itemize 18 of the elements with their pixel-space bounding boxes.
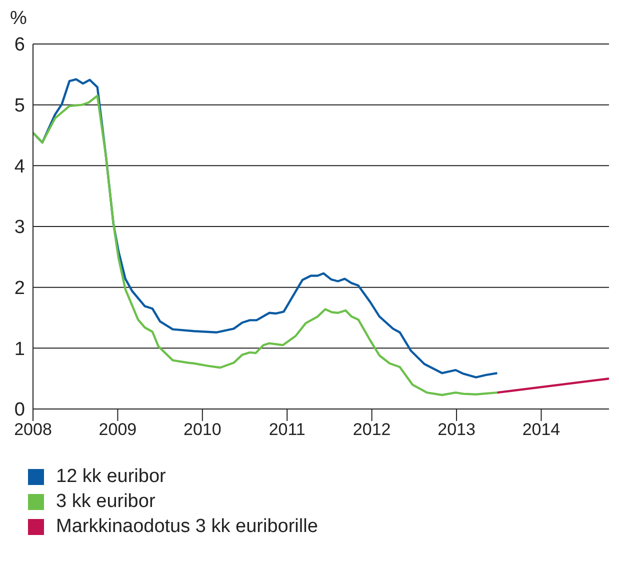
- y-axis-title: %: [10, 8, 28, 31]
- y-tick-label: 1: [14, 338, 25, 360]
- y-tick-label: 0: [14, 400, 25, 421]
- x-tick-label: 2010: [184, 420, 222, 440]
- x-tick-label: 2011: [268, 420, 306, 440]
- x-tick-label: 2008: [14, 420, 52, 440]
- legend-label: Markkinaodotus 3 kk euriborille: [56, 516, 318, 538]
- legend-label: 3 kk euribor: [56, 490, 156, 512]
- x-tick-label: 2013: [438, 420, 476, 440]
- y-tick-label: 6: [14, 34, 25, 56]
- x-tick-label: 2009: [98, 420, 137, 440]
- y-tick-label: 4: [14, 156, 26, 178]
- x-tick-label: 2012: [352, 420, 391, 440]
- y-tick-label: 3: [14, 217, 25, 238]
- x-tick-label: 2014: [522, 420, 560, 440]
- y-tick-label: 5: [14, 96, 25, 117]
- y-tick-label: 2: [14, 278, 25, 300]
- legend-label: 12 kk euribor: [56, 466, 166, 488]
